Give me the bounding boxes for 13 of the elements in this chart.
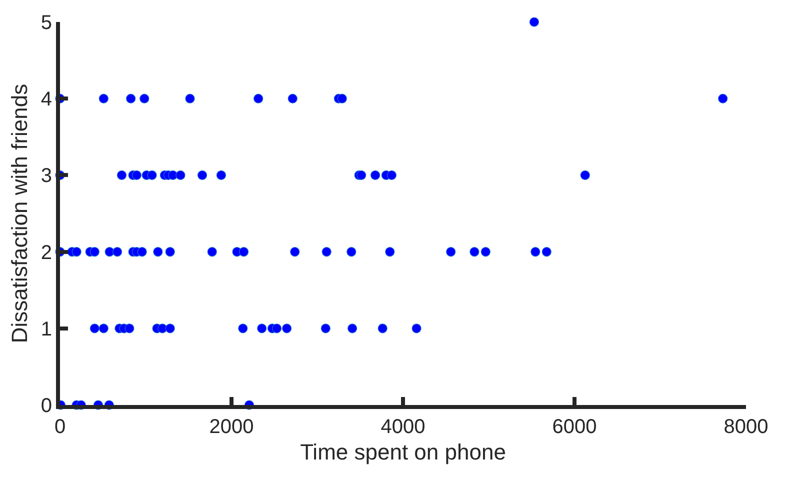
y-tick-label: 4 (40, 88, 52, 111)
x-tick-label: 2000 (209, 416, 254, 438)
x-tick-label: 0 (54, 416, 66, 438)
x-tick-label: 4000 (380, 416, 426, 438)
x-axis-title: Time spent on phone (300, 439, 506, 464)
x-tick-label: 6000 (552, 416, 597, 438)
y-tick-label: 2 (40, 242, 52, 264)
y-tick-label: 0 (40, 395, 52, 417)
y-tick-label: 5 (40, 12, 52, 34)
y-tick-label: 1 (40, 318, 52, 340)
y-tick-label: 3 (40, 165, 52, 188)
x-tick-label: 8000 (724, 416, 768, 438)
y-axis-title: Dissatisfaction with friends (7, 84, 32, 344)
